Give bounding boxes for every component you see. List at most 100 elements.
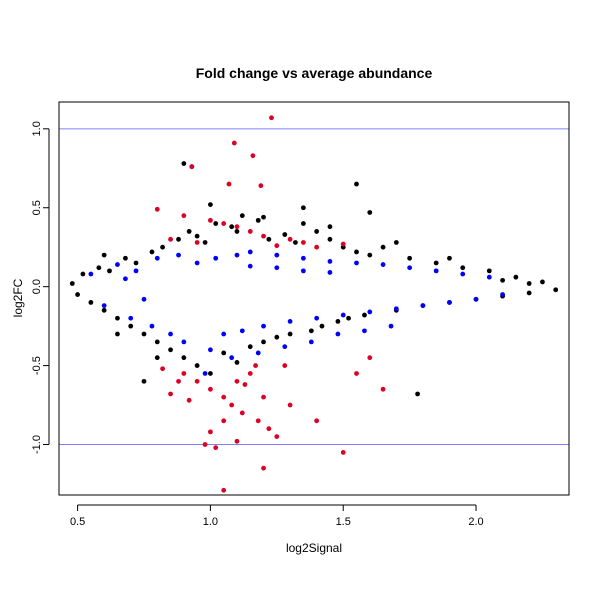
data-point (128, 323, 134, 329)
data-point (239, 410, 245, 416)
data-point (176, 378, 181, 384)
data-point (208, 217, 213, 223)
x-tick-label: 1.5 (336, 516, 351, 528)
data-point (213, 445, 219, 451)
data-point (80, 271, 86, 277)
data-point (194, 233, 200, 239)
data-point (327, 236, 333, 242)
data-point (234, 360, 240, 365)
data-point (154, 206, 160, 212)
data-point (526, 281, 532, 286)
data-point (181, 213, 187, 219)
data-point (141, 296, 147, 302)
data-point (96, 265, 102, 271)
data-point (287, 402, 293, 408)
data-point (75, 292, 80, 297)
data-point (101, 303, 107, 309)
data-point (287, 318, 293, 324)
data-point (261, 214, 266, 220)
data-point (308, 328, 314, 334)
data-point (194, 378, 200, 384)
data-point (340, 312, 346, 318)
x-tick-label: 0.5 (70, 516, 85, 528)
data-point (229, 402, 235, 408)
data-point (346, 315, 351, 321)
data-point (154, 255, 160, 261)
data-point (362, 312, 367, 318)
data-point (231, 140, 237, 146)
data-point (393, 240, 399, 245)
data-point (287, 331, 293, 337)
data-point (327, 259, 333, 264)
data-point (208, 386, 213, 392)
data-point (282, 232, 288, 237)
data-point (208, 371, 213, 376)
data-point (221, 331, 227, 337)
data-point (239, 213, 245, 219)
data-point (513, 274, 519, 280)
data-point (250, 153, 256, 159)
data-point (274, 252, 280, 258)
data-point (229, 224, 235, 230)
data-point (221, 221, 227, 226)
data-point (526, 290, 532, 296)
data-point (221, 394, 227, 400)
data-point (115, 331, 120, 337)
data-point (101, 252, 107, 258)
data-point (176, 236, 181, 242)
data-point (319, 323, 325, 329)
data-point (314, 244, 320, 250)
data-point (186, 229, 192, 234)
reference-lines (59, 128, 569, 445)
data-point (181, 371, 187, 376)
data-point (393, 306, 399, 312)
data-point (335, 331, 341, 337)
data-point (380, 386, 386, 392)
data-point (261, 339, 266, 345)
data-point (300, 221, 306, 226)
data-point (415, 391, 420, 397)
data-point (168, 347, 173, 353)
data-point (274, 334, 280, 340)
data-point (553, 287, 559, 293)
data-point (420, 303, 426, 309)
data-point (308, 339, 314, 345)
data-point (226, 181, 232, 187)
data-point (123, 276, 128, 282)
data-point (242, 382, 248, 387)
data-point (202, 371, 208, 376)
data-point (354, 249, 359, 255)
data-point (300, 205, 306, 211)
data-point (261, 323, 266, 329)
data-point (274, 434, 280, 440)
data-point (115, 262, 120, 267)
data-point (380, 244, 386, 250)
data-point (247, 263, 253, 269)
data-point (141, 331, 147, 337)
data-point (314, 229, 320, 234)
data-point (181, 161, 187, 166)
data-point (266, 236, 272, 242)
data-point (407, 255, 413, 261)
data-point (500, 292, 505, 297)
y-tick-label: 0.5 (31, 200, 43, 215)
data-point (282, 363, 288, 368)
data-point (362, 328, 367, 334)
y-tick-label: -0.5 (31, 356, 43, 375)
data-point (189, 164, 195, 170)
data-point (274, 243, 280, 249)
data-point (115, 315, 120, 321)
data-point (186, 397, 192, 403)
data-point (247, 249, 253, 255)
data-point (253, 363, 258, 368)
data-point (261, 394, 266, 400)
data-point (255, 217, 261, 223)
data-point (486, 274, 492, 280)
y-tick-label: 0.0 (31, 279, 43, 294)
data-point (314, 418, 320, 424)
data-point (234, 224, 240, 230)
data-point (208, 202, 213, 207)
data-point (388, 323, 394, 329)
data-point (447, 255, 452, 261)
data-point (202, 240, 208, 245)
